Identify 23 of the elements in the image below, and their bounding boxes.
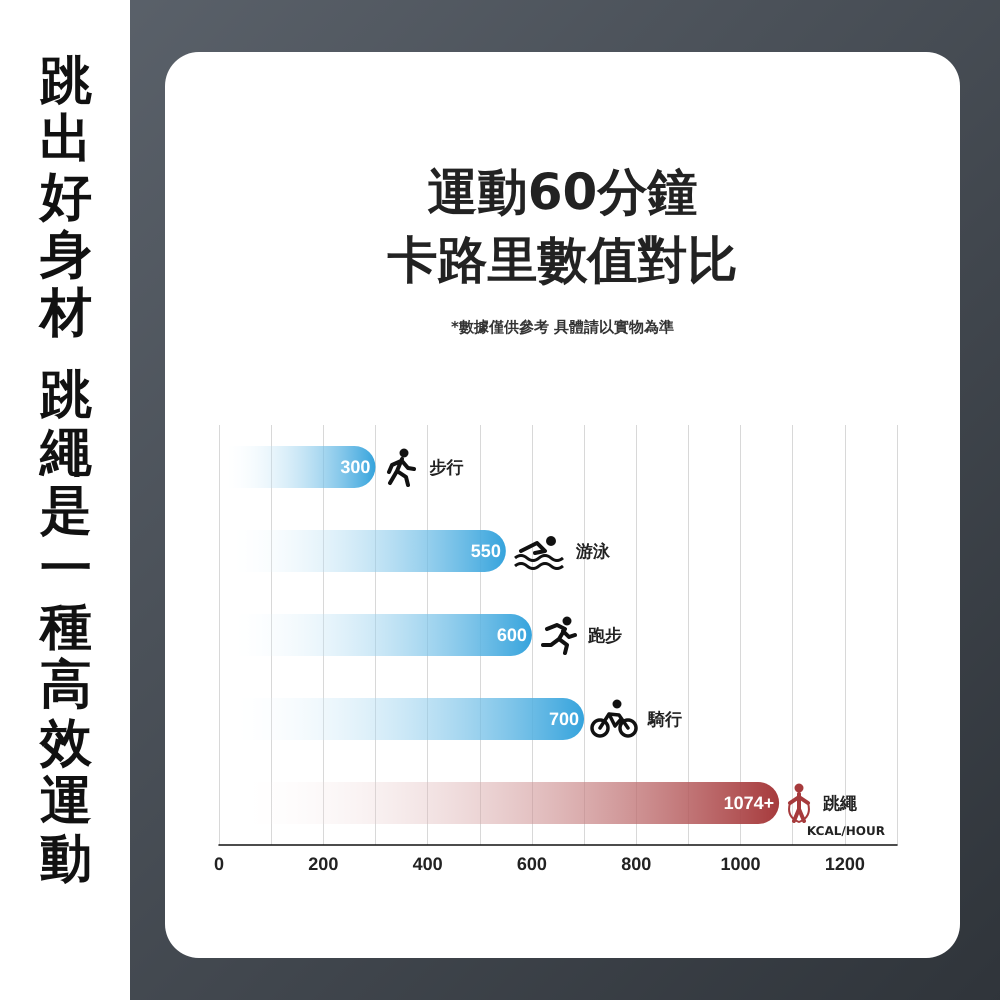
- x-tick-label: 800: [621, 854, 652, 874]
- data-label: 1074+: [724, 793, 774, 813]
- y-tick-label: 步行: [429, 457, 464, 479]
- x-tick-label: 1000: [720, 854, 761, 874]
- y-tick-label: 騎行: [648, 709, 682, 731]
- x-axis-title: KCAL/HOUR: [806, 824, 885, 838]
- y-tick-label: 跳繩: [823, 793, 858, 815]
- y-tick-label: 游泳: [576, 541, 610, 563]
- x-tick-label: 1200: [824, 854, 865, 874]
- data-label: 700: [549, 709, 580, 729]
- x-tick-label: 0: [214, 854, 224, 874]
- y-tick-label: 跑步: [588, 625, 622, 647]
- x-tick-label: 600: [516, 854, 547, 874]
- text: 跳出好身材: [38, 51, 93, 343]
- x-tick-label: 400: [412, 854, 443, 874]
- data-label: 550: [470, 541, 501, 561]
- chart-subtitle: 卡路里數值對比: [386, 230, 738, 291]
- text: *數據僅供參考 具體請以實物為準: [450, 318, 676, 337]
- data-label: 300: [340, 457, 370, 477]
- data-label: 600: [496, 625, 527, 645]
- x-tick-label: 200: [308, 854, 338, 874]
- chart-title: 運動60分鐘: [426, 162, 698, 223]
- text: 跳繩是一種高效運動: [40, 365, 92, 889]
